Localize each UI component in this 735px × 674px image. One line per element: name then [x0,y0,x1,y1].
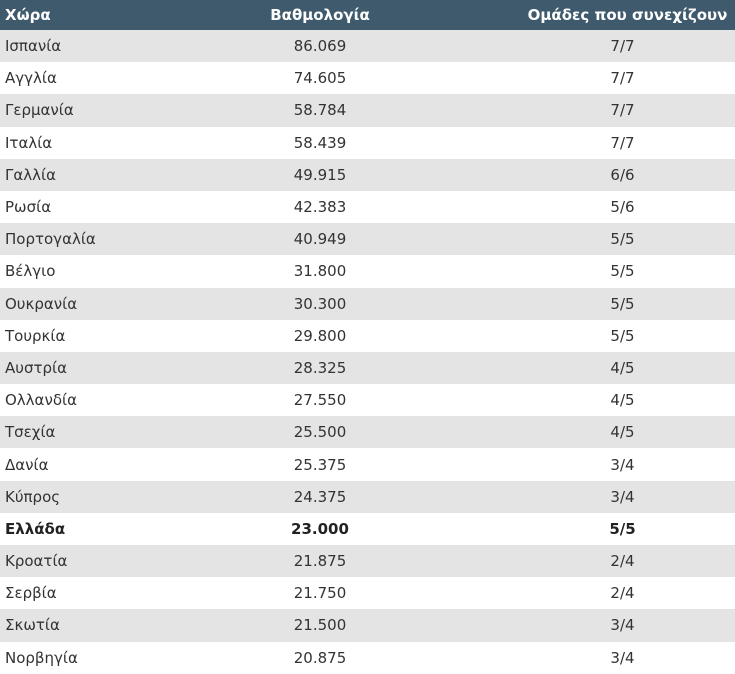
table-cell: 23.000 [291,519,349,538]
table-cell: 5/5 [610,262,635,281]
table-cell: 4/5 [610,391,635,410]
table-cell: Αγγλία [5,69,57,88]
table-cell: Ελλάδα [5,519,66,538]
table-cell: Βέλγιο [5,262,56,281]
table-cell: Κροατία [5,552,68,571]
table-cell: Δανία [5,455,49,474]
table-cell: 21.875 [293,552,347,571]
header-cell: Ομάδες που συνεχίζουν [527,6,728,24]
table-cell: 5/5 [610,294,635,313]
table-cell: 7/7 [610,133,635,152]
table-cell: Κύπρος [5,487,61,506]
table-row: Δανία 25.375 3/4 [0,448,735,481]
table-row: Τουρκία 29.800 5/5 [0,319,735,352]
header-cell: Βαθμολογία [270,6,370,24]
table-row: Ρωσία 42.383 5/6 [0,190,735,224]
table-row: Ελλάδα 23.000 5/5 [0,512,735,545]
table-cell: 3/4 [610,648,635,667]
table-row: Γαλλία 49.915 6/6 [0,158,735,191]
table-cell: Γερμανία [5,101,74,120]
table-row: Τσεχία 25.500 4/5 [0,416,735,449]
table-row: Σερβία 21.750 2/4 [0,577,735,610]
header-cell: Χώρα [5,6,51,24]
table-cell: 30.300 [293,294,347,313]
table-cell: 31.800 [293,262,347,281]
table-cell: 25.375 [293,455,347,474]
table-row: Νορβηγία 20.875 3/4 [0,641,735,674]
table-row: Αγγλία 74.605 7/7 [0,62,735,95]
table-cell: 25.500 [293,423,347,442]
table-cell: 28.325 [293,358,347,377]
table-cell: 3/4 [610,487,635,506]
table-cell: Ρωσία [5,198,52,217]
table-cell: 40.949 [293,230,347,249]
table-cell: 7/7 [610,101,635,120]
table-cell: 3/4 [610,455,635,474]
table-cell: 6/6 [610,165,635,184]
table-row: Βέλγιο 31.800 5/5 [0,255,735,288]
table-cell: 5/5 [610,230,635,249]
table-cell: 21.500 [293,616,347,635]
table-cell: Αυστρία [5,358,67,377]
table-row: Ιταλία 58.439 7/7 [0,126,735,159]
table-cell: Τουρκία [5,326,66,345]
table-row: Σκωτία 21.500 3/4 [0,609,735,642]
table-cell: 20.875 [293,648,347,667]
table-body: Ισπανία 86.069 7/7 Αγγλία 74.605 7/7 Γερμανία 5… [0,30,735,674]
header-row: Χώρα Βαθμολογία Ομάδες που συνεχίζουν [0,0,735,30]
table-cell: 86.069 [293,37,347,56]
table-cell: 7/7 [610,69,635,88]
table-cell: Ιταλία [5,133,53,152]
table-cell: Σκωτία [5,616,60,635]
table-cell: Ισπανία [5,37,62,56]
table-cell: 42.383 [293,198,347,217]
table-cell: 2/4 [610,552,635,571]
table-cell: 4/5 [610,423,635,442]
table-cell: Τσεχία [5,423,56,442]
table-row: Γερμανία 58.784 7/7 [0,94,735,127]
table-row: Αυστρία 28.325 4/5 [0,351,735,385]
table-cell: 5/5 [609,519,636,538]
table-cell: 3/4 [610,616,635,635]
table-cell: 2/4 [610,584,635,603]
table-cell: 58.784 [293,101,347,120]
table-cell: 5/5 [610,326,635,345]
table-cell: 5/6 [610,198,635,217]
table-row: Ολλανδία 27.550 4/5 [0,384,735,417]
table-row: Κροατία 21.875 2/4 [0,545,735,578]
table-cell: 29.800 [293,326,347,345]
table-cell: 74.605 [293,69,347,88]
table-row: Ουκρανία 30.300 5/5 [0,287,735,320]
table-row: Ισπανία 86.069 7/7 [0,30,735,63]
table-cell: Σερβία [5,584,57,603]
table-cell: Νορβηγία [5,648,78,667]
table-row: Κύπρος 24.375 3/4 [0,480,735,513]
table-cell: 27.550 [293,391,347,410]
table-cell: 21.750 [293,584,347,603]
table-cell: 49.915 [293,165,347,184]
table-cell: 4/5 [610,358,635,377]
table-cell: 24.375 [293,487,347,506]
table-cell: Γαλλία [5,165,56,184]
table-cell: Ουκρανία [5,294,78,313]
table-cell: Πορτογαλία [5,230,96,249]
table-cell: 7/7 [610,37,635,56]
table-cell: Ολλανδία [5,391,77,410]
table-cell: 58.439 [293,133,347,152]
table-row: Πορτογαλία 40.949 5/5 [0,223,735,256]
